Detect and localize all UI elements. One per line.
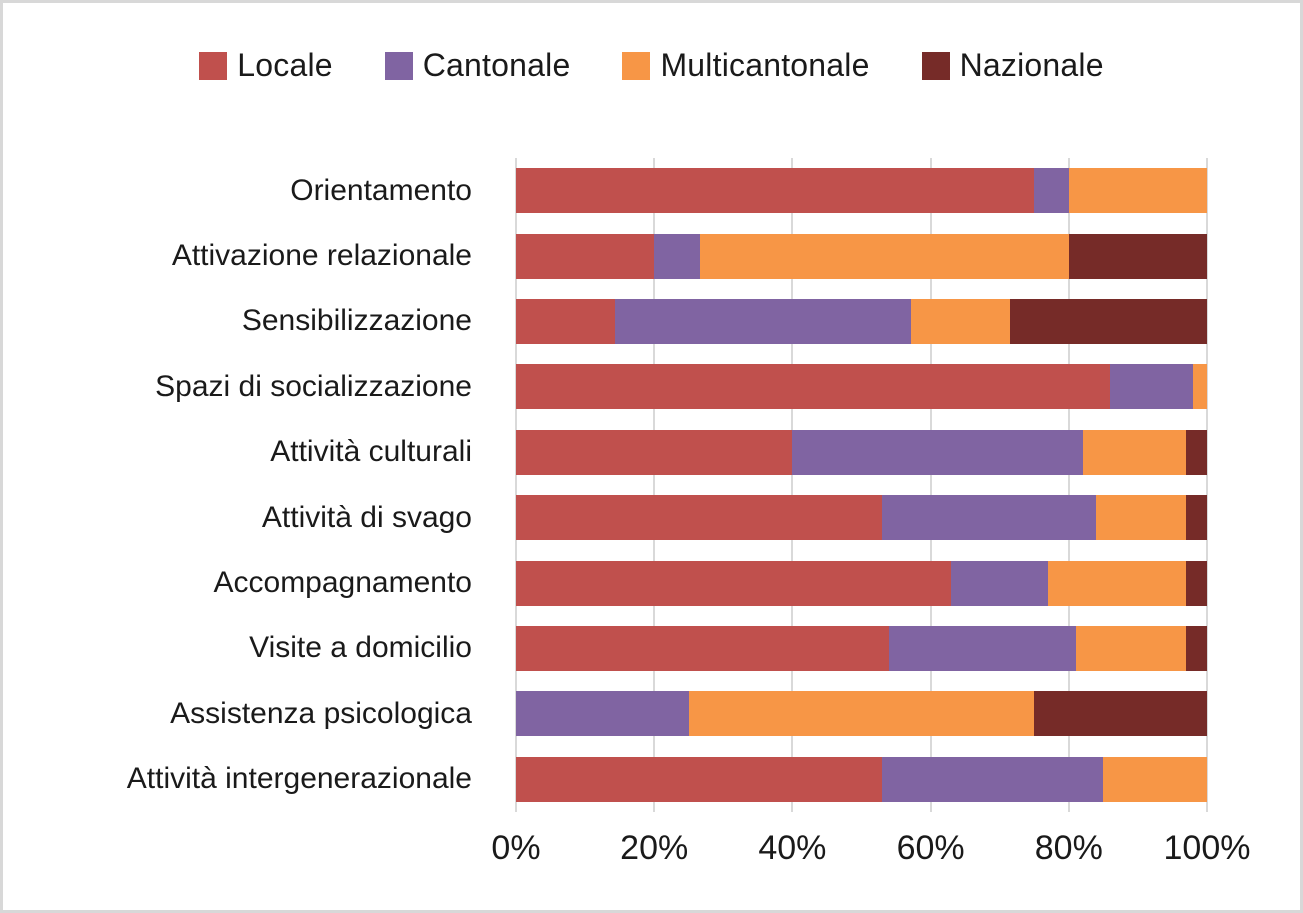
legend-swatch-icon [384, 51, 413, 80]
bar-row-attivita-di-svago [516, 485, 1207, 550]
bar-segment-multicantonale [911, 298, 1011, 344]
legend-item-locale: Locale [199, 47, 333, 84]
category-label-attivita-intergenerazionale: Attività intergenerazionale [126, 762, 472, 796]
category-label-visite-a-domicilio: Visite a domicilio [249, 631, 472, 665]
bar-segment-multicantonale [700, 233, 1069, 279]
bar-segment-cantonale [951, 560, 1049, 606]
bar-row-orientamento [516, 158, 1207, 223]
bar-segment-locale [516, 756, 883, 802]
x-tick-label-100: 100% [1163, 829, 1251, 867]
gridline-80 [1067, 158, 1070, 812]
bar-segment-multicantonale [1103, 756, 1207, 802]
category-label-accompagnamento: Accompagnamento [213, 566, 473, 600]
legend-label: Locale [237, 47, 333, 83]
bar-track [516, 691, 1207, 737]
value-axis: 0% 20% 40% 60% 80% 100% [491, 829, 1250, 885]
bar-segment-cantonale [882, 495, 1097, 541]
bar-segment-locale [516, 168, 1035, 214]
bar-segment-cantonale [889, 625, 1076, 671]
x-tick-label-20: 20% [620, 829, 689, 867]
bar-row-attivita-intergenerazionale [516, 747, 1207, 812]
bar-segment-multicantonale [688, 691, 1035, 737]
category-label-sensibilizzazione: Sensibilizzazione [241, 304, 472, 338]
bar-segment-locale [516, 495, 883, 541]
gridline-40 [791, 158, 794, 812]
bar-row-spazi-di-socializzazione [516, 354, 1207, 419]
bar-track [516, 429, 1207, 475]
legend-swatch-icon [622, 51, 651, 80]
bar-segment-locale [516, 625, 890, 671]
bar-segment-cantonale [614, 298, 912, 344]
category-label-assistenza-psicologica: Assistenza psicologica [170, 696, 472, 730]
category-label-spazi-di-socializzazione: Spazi di socializzazione [155, 369, 472, 403]
legend-item-multicantonale: Multicantonale [622, 47, 869, 84]
bar-segment-cantonale [882, 756, 1104, 802]
x-tick-label-80: 80% [1034, 829, 1103, 867]
legend-label: Nazionale [959, 47, 1104, 83]
bar-row-accompagnamento [516, 550, 1207, 615]
bar-track [516, 495, 1207, 541]
bar-segment-nazionale [1186, 560, 1207, 606]
bar-row-attivazione-relazionale [516, 223, 1207, 288]
bar-segment-cantonale [1110, 364, 1194, 410]
gridline-60 [929, 158, 932, 812]
legend-item-cantonale: Cantonale [384, 47, 571, 84]
gridline-100 [1206, 158, 1208, 812]
bar-track [516, 168, 1207, 214]
x-tick-label-0: 0% [491, 829, 541, 867]
legend-label: Cantonale [422, 47, 571, 83]
category-label-attivita-di-svago: Attività di svago [261, 500, 472, 534]
bar-row-assistenza-psicologica [516, 681, 1207, 746]
bar-segment-locale [516, 233, 655, 279]
bar-segment-cantonale [516, 691, 689, 737]
bar-segment-multicantonale [1068, 168, 1207, 214]
bar-segment-multicantonale [1082, 429, 1187, 475]
bar-track [516, 298, 1207, 344]
plot-area [515, 158, 1208, 812]
category-label-attivita-culturali: Attività culturali [270, 435, 472, 469]
bar-segment-cantonale [654, 233, 701, 279]
bar-track [516, 625, 1207, 671]
gridline-20 [653, 158, 656, 812]
bar-segment-multicantonale [1096, 495, 1187, 541]
bar-segment-locale [516, 560, 952, 606]
bar-segment-locale [516, 364, 1111, 410]
bar-row-sensibilizzazione [516, 289, 1207, 354]
bar-row-visite-a-domicilio [516, 616, 1207, 681]
bar-segment-multicantonale [1048, 560, 1187, 606]
bar-row-attivita-culturali [516, 420, 1207, 485]
bar-segment-nazionale [1186, 429, 1207, 475]
bar-segment-locale [516, 298, 615, 344]
category-label-orientamento: Orientamento [290, 173, 472, 207]
legend-item-nazionale: Nazionale [921, 47, 1104, 84]
gridline-0 [515, 158, 517, 812]
bar-segment-nazionale [1186, 495, 1207, 541]
bar-segment-nazionale [1068, 233, 1207, 279]
bar-segment-cantonale [792, 429, 1083, 475]
bar-track [516, 233, 1207, 279]
legend-label: Multicantonale [660, 47, 870, 83]
bar-track [516, 756, 1207, 802]
legend-swatch-icon [921, 51, 950, 80]
x-tick-label-60: 60% [896, 829, 965, 867]
bar-segment-multicantonale [1193, 364, 1207, 410]
bar-segment-cantonale [1034, 168, 1069, 214]
category-label-attivazione-relazionale: Attivazione relazionale [171, 239, 472, 273]
bar-segment-nazionale [1034, 691, 1207, 737]
bar-segment-nazionale [1010, 298, 1207, 344]
chart-legend: Locale Cantonale Multicantonale Nazionale [3, 47, 1300, 84]
bar-track [516, 364, 1207, 410]
bar-segment-locale [516, 429, 793, 475]
category-axis: Orientamento Attivazione relazionale Sensi… [3, 158, 494, 812]
bar-segment-multicantonale [1075, 625, 1187, 671]
bar-segment-nazionale [1186, 625, 1207, 671]
x-tick-label-40: 40% [758, 829, 827, 867]
bar-track [516, 560, 1207, 606]
legend-swatch-icon [199, 51, 228, 80]
